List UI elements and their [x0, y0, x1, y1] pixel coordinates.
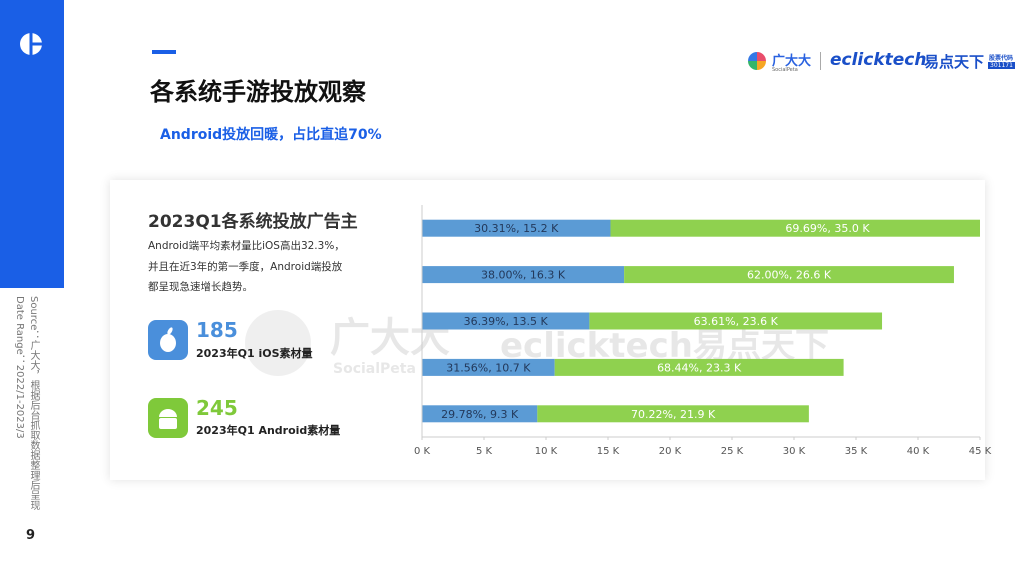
logo-text: 股票代码 [989, 55, 1014, 62]
slide-subtitle: Android投放回暖，占比直追70% [160, 127, 382, 143]
x-tick-label: 0 K [414, 446, 431, 457]
logo-divider [820, 52, 821, 70]
bar-segment [589, 312, 883, 330]
data-label: 36.39%, 13.5 K [464, 315, 549, 328]
bar-segment [422, 266, 625, 284]
android-icon [148, 398, 188, 438]
slide-title: 各系统手游投放观察 [150, 78, 366, 106]
source-line: Source：广大大，根据后台抓取数据整理后呈现 [28, 296, 39, 511]
x-tick-label: 20 K [659, 446, 682, 457]
logo-text: 301171 [988, 62, 1015, 69]
data-label: 70.22%, 21.9 K [631, 408, 716, 421]
bar-segment [537, 405, 809, 423]
stat-label: 2023年Q1 iOS素材量 [196, 347, 313, 360]
data-label: 30.31%, 15.2 K [474, 222, 559, 235]
stat-value: 245 [196, 396, 238, 420]
data-label: 69.69%, 35.0 K [785, 222, 870, 235]
x-tick-label: 5 K [476, 446, 493, 457]
bar-segment [554, 358, 844, 376]
logo-text: 易点天下 [924, 53, 985, 71]
source-note: Source：广大大，根据后台抓取数据整理后呈现 Date Range：2022… [12, 296, 40, 510]
page-number: 9 [26, 528, 36, 543]
card-description: Android端平均素材量比iOS高出32.3%， [148, 240, 345, 252]
logo-text: 广大大 [772, 54, 812, 69]
stat-label: 2023年Q1 Android素材量 [196, 424, 341, 437]
bar-segment [422, 219, 611, 237]
watermark-mark [245, 310, 311, 376]
x-tick-label: 25 K [721, 446, 744, 457]
bar-segment [422, 358, 555, 376]
card-description: 并且在近3年的第一季度，Android端投放 [148, 261, 343, 273]
logo-text: SocialPeta [772, 67, 798, 73]
brand-icon [20, 33, 42, 55]
bar-segment [422, 405, 538, 423]
bar-segment [422, 312, 590, 330]
watermark: SocialPeta 中国 [333, 361, 449, 377]
stat-value: 185 [196, 318, 238, 342]
x-tick-label: 35 K [845, 446, 868, 457]
data-label: 68.44%, 23.3 K [657, 361, 742, 374]
title-accent [152, 50, 176, 54]
x-tick-label: 40 K [907, 446, 930, 457]
card-description: 都呈现急速增长趋势。 [148, 281, 253, 293]
data-label: 29.78%, 9.3 K [441, 408, 519, 421]
x-tick-label: 30 K [783, 446, 806, 457]
ios-icon [148, 320, 188, 360]
x-tick-label: 15 K [597, 446, 620, 457]
x-tick-label: 45 K [969, 446, 992, 457]
stacked-bar-chart: 30.31%, 15.2 K 69.69%, 35.0 K 38.00%, 16.3… [414, 205, 992, 457]
bar-segment [624, 266, 954, 284]
logo-text: eclicktech [830, 50, 927, 70]
bar-segment [610, 219, 980, 237]
logo-mark [748, 52, 766, 70]
x-tick-label: 10 K [535, 446, 558, 457]
source-line: Date Range：2022/1-2023/3 [14, 296, 25, 439]
data-label: 62.00%, 26.6 K [747, 269, 832, 282]
data-label: 31.56%, 10.7 K [446, 361, 531, 374]
side-strip [0, 0, 64, 288]
data-label: 63.61%, 23.6 K [694, 315, 779, 328]
card-title: 2023Q1各系统投放广告主 [148, 212, 358, 232]
data-label: 38.00%, 16.3 K [481, 269, 566, 282]
